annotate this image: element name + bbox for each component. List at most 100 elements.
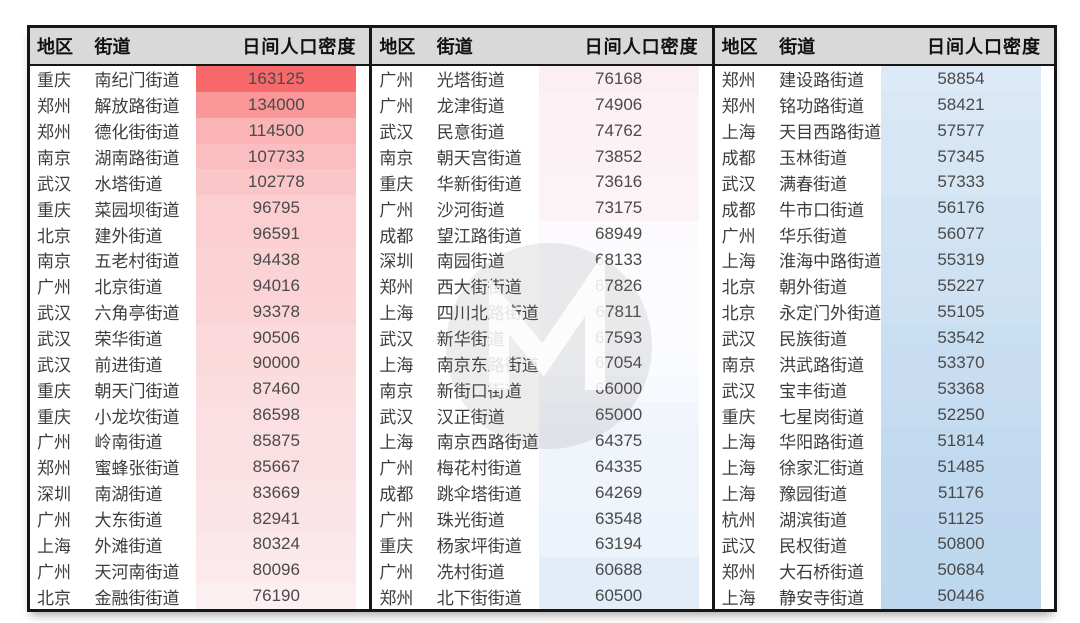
gutter-cell (356, 272, 370, 299)
region-cell: 北京 (37, 588, 71, 608)
street-cell: 汉正街道 (436, 407, 505, 427)
street-cell: 徐家汇街道 (779, 459, 865, 479)
gutter-cell (356, 91, 370, 118)
table-row: 广州 珠光街道 63548 (372, 505, 712, 532)
street-cell: 朝天门街道 (94, 381, 180, 401)
street-cell: 华新街街道 (436, 174, 522, 194)
header-density: 日间人口密度 (584, 37, 699, 57)
region-cell: 武汉 (37, 174, 71, 194)
street-cell: 满春街道 (779, 174, 848, 194)
density-cell: 85667 (196, 453, 357, 480)
density-cell: 64335 (538, 453, 699, 480)
density-cell: 57333 (880, 169, 1041, 196)
region-cell: 重庆 (721, 407, 756, 427)
region-cell: 上海 (721, 588, 756, 608)
region-cell: 广州 (37, 511, 71, 531)
table-row: 上海 南京东路街道 67054 (372, 350, 712, 377)
street-cell: 小龙坎街道 (94, 407, 180, 427)
gutter-cell (698, 143, 712, 170)
table-row: 广州 岭南街道 85875 (30, 428, 370, 454)
street-cell: 光塔街道 (436, 71, 505, 91)
gutter-cell (356, 143, 370, 170)
street-cell: 建设路街道 (779, 71, 865, 91)
street-cell: 七星岗街道 (779, 407, 865, 427)
gutter-cell (698, 531, 712, 558)
street-cell: 沙河街道 (436, 200, 505, 220)
gutter-cell (1040, 91, 1054, 118)
header-region: 地区 (379, 37, 416, 57)
gutter-cell (698, 557, 712, 584)
street-cell: 岭南街道 (94, 433, 163, 453)
density-cell: 58854 (880, 66, 1041, 92)
street-cell: 新街口街道 (436, 381, 522, 401)
street-cell: 民意街道 (436, 123, 505, 143)
table-header: 地区 街道 日间人口密度 (372, 28, 712, 66)
table-row: 成都 玉林街道 57345 (715, 143, 1054, 170)
region-cell: 广州 (37, 433, 71, 453)
density-cell: 85875 (196, 428, 357, 454)
gutter-cell (698, 402, 712, 429)
street-cell: 豫园街道 (779, 485, 848, 505)
table-row: 深圳 南湖街道 83669 (30, 479, 370, 506)
region-cell: 广州 (379, 459, 414, 479)
table-row: 南京 湖南路街道 107733 (30, 143, 370, 170)
table-body: 广州 光塔街道 76168 广州 龙津街道 74906 武汉 民意街道 74762 南京 朝天宫街道… (372, 66, 712, 610)
gutter-cell (1040, 298, 1054, 325)
region-cell: 上海 (721, 433, 756, 453)
gutter-cell (356, 298, 370, 325)
density-cell: 107733 (196, 143, 357, 170)
gutter-cell (356, 557, 370, 584)
gutter-cell (1040, 117, 1054, 144)
gutter-cell (1040, 350, 1054, 377)
density-cell: 53368 (880, 376, 1041, 403)
street-cell: 牛市口街道 (779, 200, 865, 220)
density-cell: 64375 (538, 428, 699, 454)
gutter-cell (356, 350, 370, 377)
table-group-2: 地区 街道 日间人口密度 广州 光塔街道 76168 广州 龙津街道 74906 武汉 民意街… (369, 28, 712, 610)
street-cell: 大东街道 (94, 511, 163, 531)
table-row: 郑州 建设路街道 58854 (715, 66, 1054, 92)
street-cell: 北下街街道 (436, 588, 522, 608)
table-row: 武汉 民族街道 53542 (715, 324, 1054, 351)
street-cell: 梅花村街道 (436, 459, 522, 479)
region-cell: 重庆 (37, 381, 71, 401)
street-cell: 蜜蜂张街道 (94, 459, 180, 479)
density-cell: 58421 (880, 91, 1041, 118)
region-cell: 上海 (379, 433, 414, 453)
table-row: 上海 华阳路街道 51814 (715, 428, 1054, 454)
gutter-cell (356, 66, 370, 92)
table-row: 武汉 水塔街道 102778 (30, 169, 370, 196)
table-row: 重庆 七星岗街道 52250 (715, 402, 1054, 429)
street-cell: 洪武路街道 (779, 355, 865, 375)
gutter-cell (698, 221, 712, 248)
table-header: 地区 街道 日间人口密度 (30, 28, 370, 66)
density-cell: 55105 (880, 298, 1041, 325)
street-cell: 六角亭街道 (94, 304, 180, 324)
street-cell: 水塔街道 (94, 174, 163, 194)
density-cell: 63194 (538, 531, 699, 558)
density-cell: 86598 (196, 402, 357, 429)
header-density: 日间人口密度 (242, 37, 357, 57)
street-cell: 跳伞塔街道 (436, 485, 522, 505)
street-cell: 华乐街道 (779, 226, 848, 246)
street-cell: 铭功路街道 (779, 97, 865, 117)
street-cell: 冼村街道 (436, 562, 505, 582)
region-cell: 武汉 (37, 304, 71, 324)
table-row: 广州 华乐街道 56077 (715, 221, 1054, 248)
table-row: 重庆 杨家坪街道 63194 (372, 531, 712, 558)
gutter-cell (356, 221, 370, 248)
gutter-cell (356, 376, 370, 403)
table-row: 郑州 西大街街道 67826 (372, 272, 712, 299)
density-cell: 55319 (880, 247, 1041, 273)
density-cell: 67811 (538, 298, 699, 325)
density-cell: 57345 (880, 143, 1041, 170)
density-cell: 60500 (538, 583, 699, 610)
region-cell: 南京 (37, 149, 71, 168)
street-cell: 玉林街道 (779, 149, 848, 168)
gutter-cell (1040, 453, 1054, 480)
header-region: 地区 (37, 37, 73, 57)
region-cell: 重庆 (37, 200, 71, 220)
density-cell: 51125 (880, 505, 1041, 532)
density-cell: 73616 (538, 169, 699, 196)
street-cell: 菜园坝街道 (94, 200, 180, 220)
